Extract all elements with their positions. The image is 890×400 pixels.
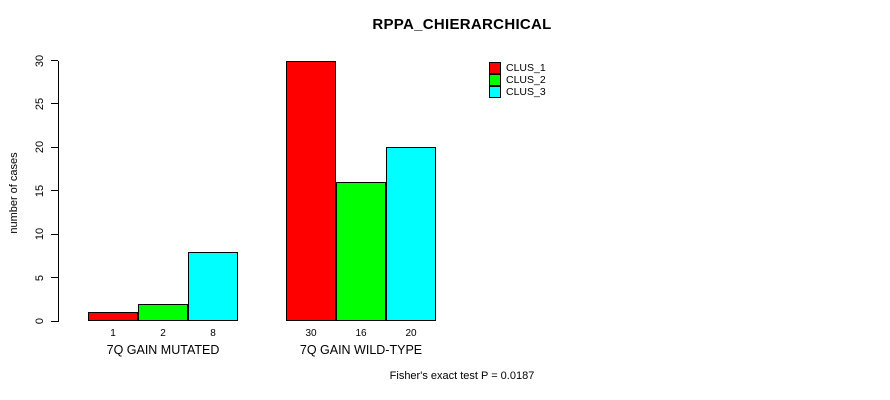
bar-value-label: 8 (210, 328, 216, 339)
x-category-label: 7Q GAIN MUTATED (106, 343, 220, 357)
y-tick-mark (51, 190, 58, 192)
bar-clus_2-group2 (336, 182, 386, 321)
y-axis-title: number of cases (8, 152, 20, 234)
y-tick-label: 0 (34, 317, 46, 325)
y-tick-mark (51, 320, 58, 322)
y-axis-line (58, 60, 59, 322)
legend-item: CLUS_1 (489, 62, 546, 74)
y-tick-mark (51, 233, 58, 235)
y-tick-label: 30 (34, 54, 46, 67)
bar-value-label: 16 (355, 328, 367, 339)
legend-swatch-cyan (489, 86, 501, 98)
y-tick-mark (51, 146, 58, 148)
y-tick-label: 15 (34, 184, 46, 197)
bar-clus_1-group2 (286, 60, 336, 321)
y-tick-mark (51, 60, 58, 61)
legend-swatch-red (489, 62, 501, 74)
y-tick-label: 25 (34, 97, 46, 111)
y-tick-label: 5 (34, 274, 46, 281)
bar-value-label: 2 (160, 328, 166, 339)
y-tick-mark (51, 277, 58, 279)
legend-item: CLUS_2 (489, 74, 546, 86)
y-tick-label: 10 (34, 228, 46, 241)
legend-label: CLUS_3 (506, 86, 546, 98)
bar-clus_3-group2 (386, 147, 436, 321)
x-category-label: 7Q GAIN WILD-TYPE (299, 343, 423, 357)
bar-clus_2-group1 (138, 303, 188, 321)
legend: CLUS_1 CLUS_2 CLUS_3 (489, 62, 546, 98)
bar-value-label: 30 (305, 328, 317, 339)
bar-clus_1-group1 (88, 312, 138, 321)
y-tick-label: 20 (34, 141, 46, 154)
legend-label: CLUS_1 (506, 62, 546, 74)
legend-swatch-green (489, 74, 501, 86)
legend-item: CLUS_3 (489, 86, 546, 98)
bar-clus_3-group1 (188, 251, 238, 321)
bar-value-label: 1 (110, 328, 116, 339)
chart-title: RPPA_CHIERARCHICAL (372, 16, 552, 33)
bar-value-label: 20 (405, 328, 417, 339)
annotation-fisher-test: Fisher's exact test P = 0.0187 (389, 370, 535, 382)
y-tick-mark (51, 103, 58, 105)
legend-label: CLUS_2 (506, 74, 546, 86)
